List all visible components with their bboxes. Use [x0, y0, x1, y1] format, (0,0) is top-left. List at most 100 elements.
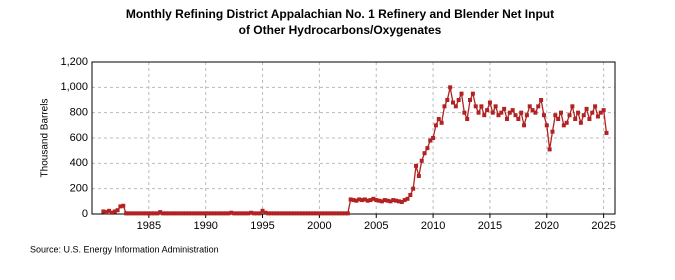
point — [217, 211, 222, 216]
point — [533, 110, 538, 115]
point — [482, 113, 487, 118]
point — [169, 211, 174, 216]
point — [126, 211, 131, 216]
point — [323, 211, 328, 216]
point — [530, 108, 535, 113]
point — [510, 108, 515, 113]
point — [445, 98, 450, 102]
point — [470, 91, 475, 96]
point — [109, 210, 114, 215]
point — [456, 98, 461, 102]
point — [291, 211, 296, 216]
point — [260, 208, 265, 213]
point — [178, 211, 183, 216]
point — [277, 211, 282, 216]
point — [479, 104, 484, 109]
point — [186, 211, 191, 216]
point — [149, 211, 154, 216]
x-tick-label: 2015 — [478, 220, 502, 232]
point — [561, 123, 566, 128]
point — [215, 211, 220, 216]
point — [183, 211, 188, 216]
point — [132, 211, 137, 216]
point — [189, 211, 194, 216]
point — [556, 117, 561, 121]
point — [558, 110, 563, 115]
point — [541, 113, 546, 118]
point — [598, 110, 603, 115]
point — [118, 204, 123, 209]
point — [286, 211, 291, 216]
point — [243, 211, 248, 216]
point — [487, 100, 492, 105]
y-tick-label: 200 — [70, 183, 88, 195]
point — [519, 110, 524, 115]
point — [539, 98, 544, 102]
point — [368, 198, 373, 203]
point — [141, 211, 146, 216]
point — [468, 98, 473, 102]
point — [442, 104, 447, 109]
point — [263, 210, 268, 215]
x-tick-label: 2020 — [535, 220, 559, 232]
point — [135, 211, 140, 216]
point — [337, 211, 342, 216]
point — [564, 120, 569, 125]
point — [587, 117, 592, 121]
point — [303, 211, 308, 216]
point — [269, 211, 274, 216]
point — [522, 123, 527, 128]
point — [536, 104, 541, 109]
x-tick-label: 1990 — [193, 220, 217, 232]
point — [371, 196, 376, 201]
point — [166, 211, 171, 216]
point — [516, 117, 521, 121]
point — [325, 211, 330, 216]
point — [502, 106, 507, 111]
plot-area — [91, 61, 616, 215]
point — [377, 198, 382, 203]
point — [283, 211, 288, 216]
point — [490, 110, 495, 115]
point — [223, 211, 228, 216]
point — [144, 211, 149, 216]
point — [578, 120, 583, 125]
point — [266, 211, 271, 216]
point — [104, 210, 109, 215]
point — [573, 117, 578, 121]
point — [553, 113, 558, 118]
point — [246, 211, 251, 216]
point — [422, 151, 427, 156]
x-tick-label: 2025 — [591, 220, 615, 232]
point — [229, 210, 234, 215]
point — [439, 120, 444, 125]
point — [385, 198, 390, 203]
x-tick-label: 2010 — [421, 220, 445, 232]
point — [527, 104, 532, 109]
point — [365, 198, 370, 203]
point — [232, 211, 237, 216]
point — [198, 211, 203, 216]
point — [342, 211, 347, 216]
point — [249, 210, 254, 215]
point — [473, 104, 478, 109]
point — [360, 198, 365, 203]
point — [593, 104, 598, 109]
point — [382, 198, 387, 203]
point — [345, 211, 350, 216]
point — [476, 110, 481, 115]
point — [158, 210, 163, 215]
point — [300, 211, 305, 216]
point — [203, 211, 208, 216]
point — [206, 211, 211, 216]
point — [138, 211, 143, 216]
point — [240, 211, 245, 216]
point — [288, 211, 293, 216]
y-tick-label: 600 — [70, 132, 88, 144]
point — [226, 211, 231, 216]
y-tick-label: 1,200 — [60, 56, 88, 68]
point — [544, 123, 549, 128]
point — [499, 110, 504, 115]
point — [297, 211, 302, 216]
point — [425, 146, 430, 151]
